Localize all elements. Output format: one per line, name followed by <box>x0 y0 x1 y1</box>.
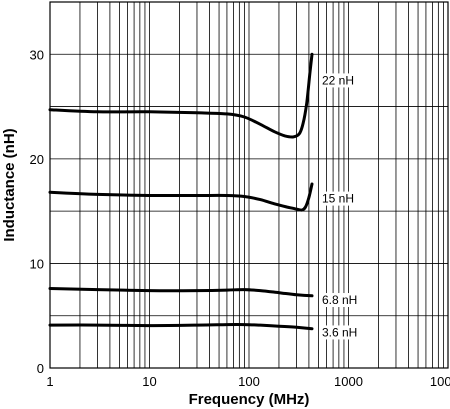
y-tick-label: 0 <box>37 361 44 376</box>
y-tick-label: 20 <box>30 152 44 167</box>
x-tick-label: 10000 <box>430 374 450 389</box>
series-label-background <box>319 73 357 88</box>
x-tick-label: 10 <box>142 374 156 389</box>
series-label-3-6-nh: 3.6 nH <box>322 325 357 339</box>
plot-frame <box>49 1 449 369</box>
series-line-6-8-nh <box>48 287 314 298</box>
series-label-6-8-nh: 6.8 nH <box>322 293 357 307</box>
y-axis-title: Inductance (nH) <box>1 128 18 241</box>
series-line-22-nh <box>48 52 314 139</box>
x-axis-title: Frequency (MHz) <box>189 391 310 408</box>
x-tick-label: 1000 <box>334 374 363 389</box>
series-labels: 22 nH 15 nH 6.8 nH 3.6 nH <box>319 73 360 340</box>
series-label-15-nh: 15 nH <box>322 192 354 206</box>
series-line-3-6-nh <box>48 323 314 331</box>
series-line-15-nh <box>48 182 314 212</box>
series-curves <box>48 52 314 331</box>
grid-lines <box>49 2 448 368</box>
series-label-background <box>319 191 357 206</box>
x-tick-label: 100 <box>238 374 260 389</box>
y-tick-label: 10 <box>30 256 44 271</box>
series-label-background <box>319 325 360 340</box>
series-label-22-nh: 22 nH <box>322 73 354 87</box>
x-tick-label: 1 <box>46 374 53 389</box>
y-tick-label: 30 <box>30 47 44 62</box>
tick-labels: 1 10 100 1000 10000 0 10 20 30 <box>30 47 450 389</box>
series-label-background <box>319 293 360 308</box>
